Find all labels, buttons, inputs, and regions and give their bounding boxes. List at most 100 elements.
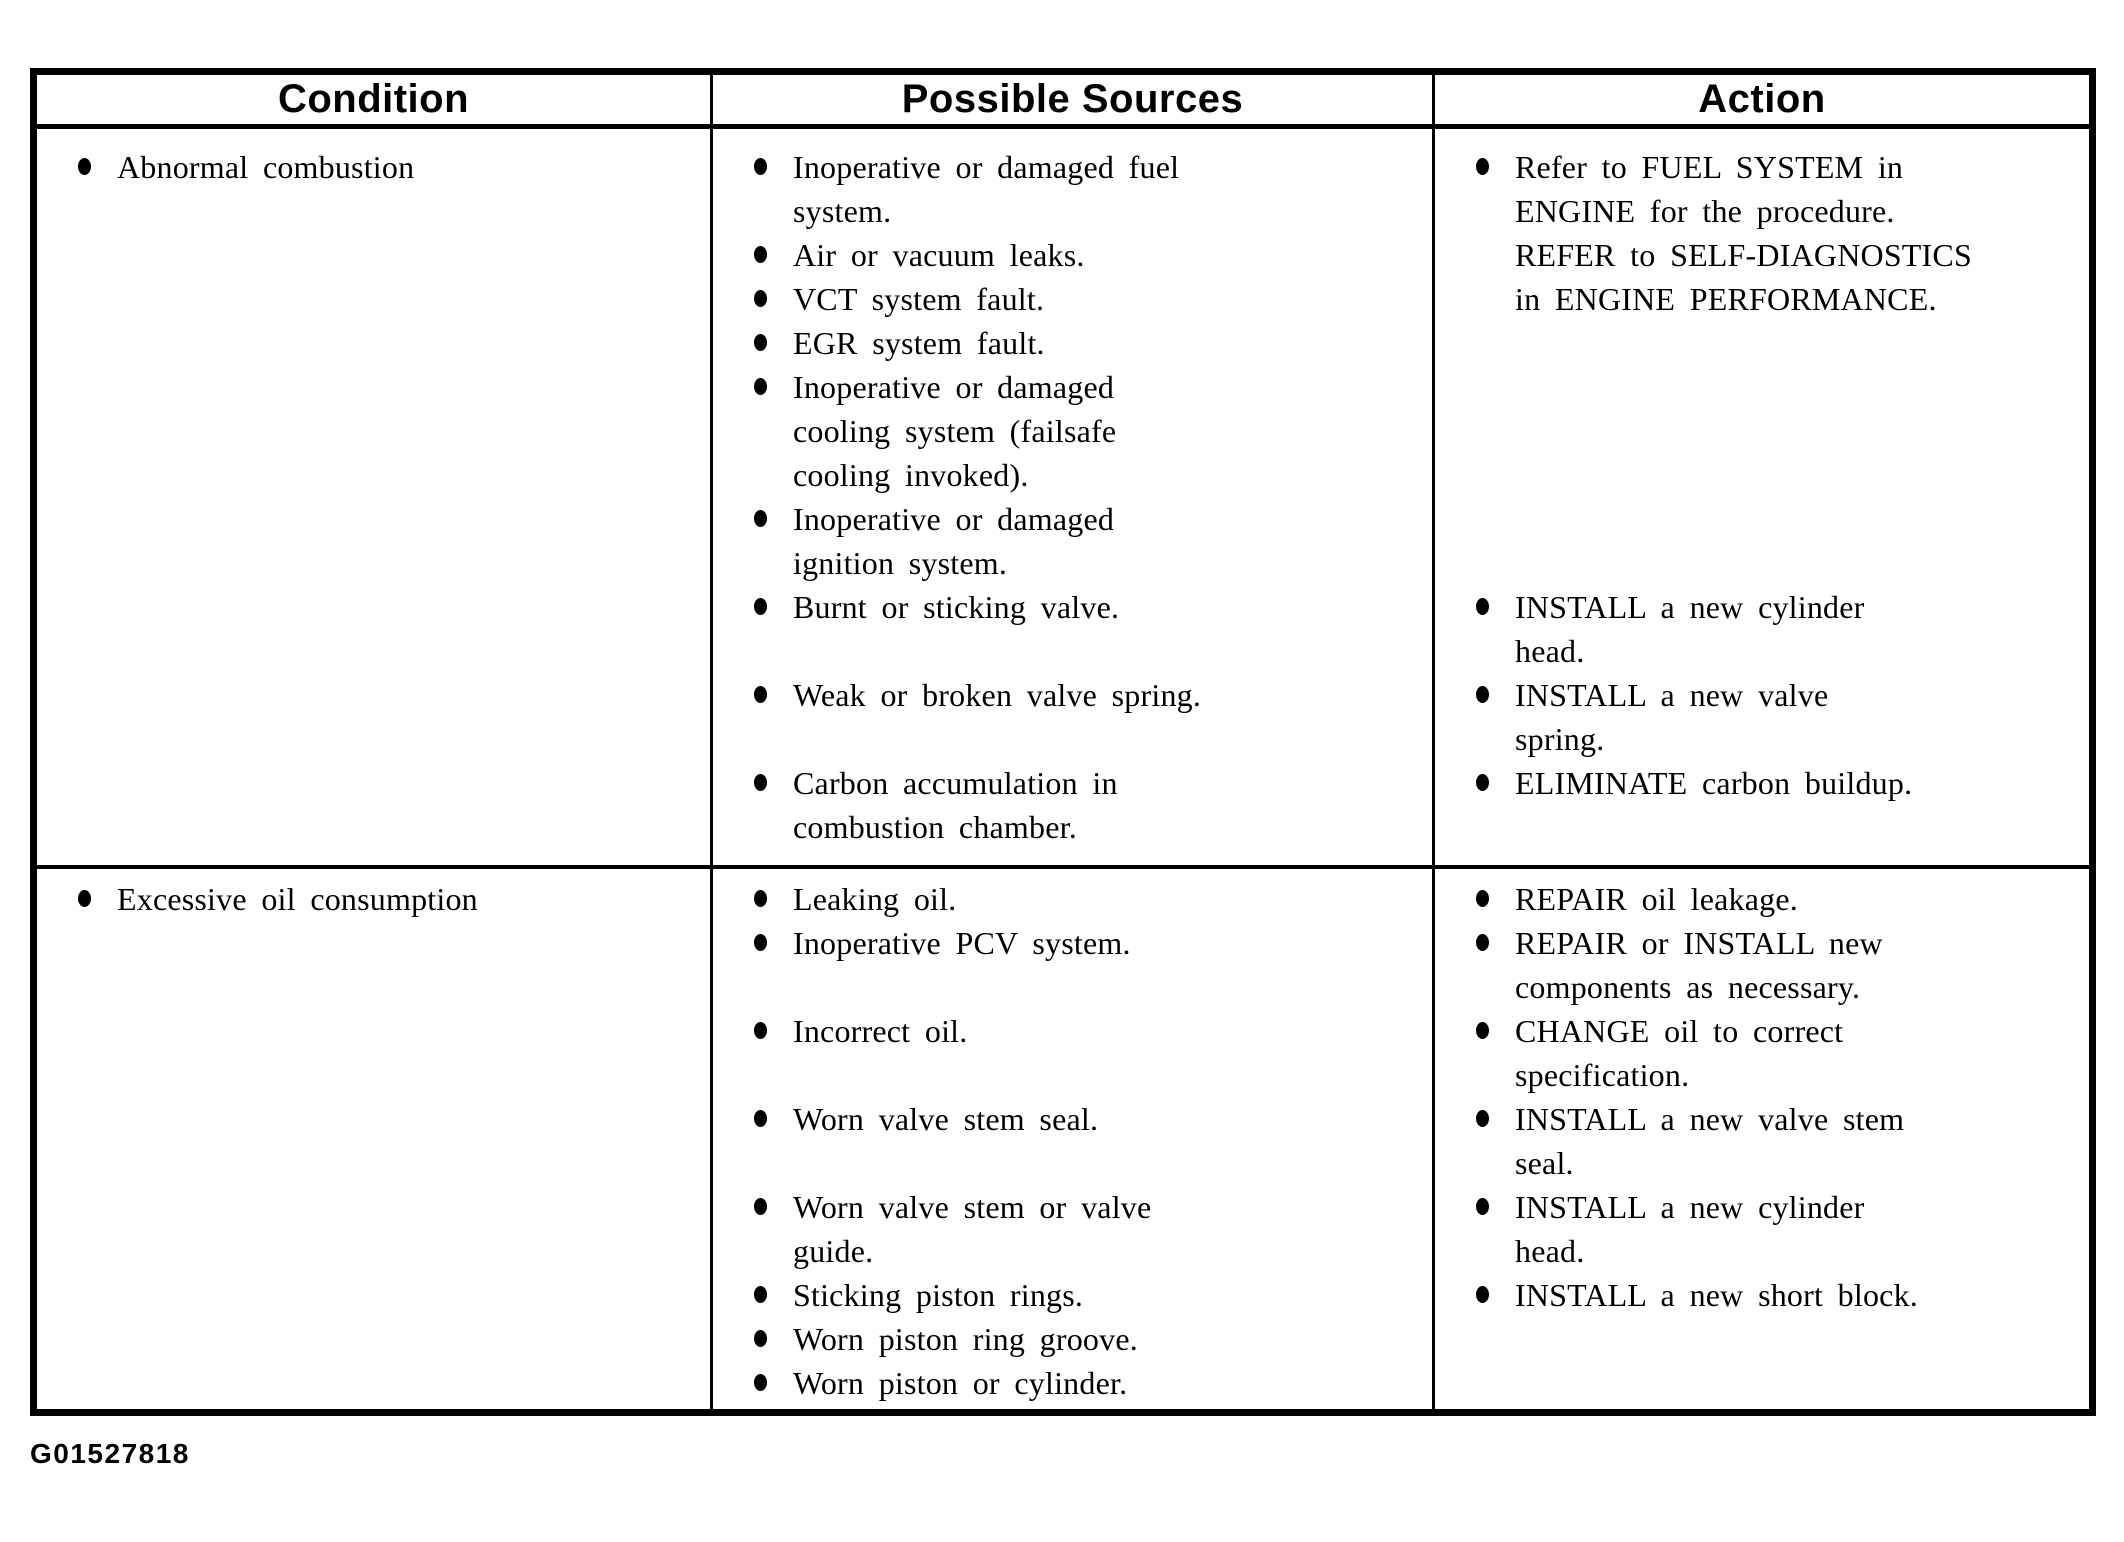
action-text: INSTALL a new cylinder head. [1515, 589, 1865, 669]
figure-code: G01527818 [30, 1438, 190, 1469]
list-item: Carbon accumulation in combustion chambe… [745, 761, 1398, 849]
bullet-icon [745, 233, 793, 263]
bullet-icon [745, 1273, 793, 1303]
bullet-icon [1467, 1273, 1515, 1303]
source-text: Carbon accumulation in combustion chambe… [793, 765, 1118, 845]
list-item: EGR system fault. [745, 321, 1398, 365]
bullet-icon [1467, 1097, 1515, 1127]
list-item: Abnormal combustion [69, 145, 676, 189]
list-item: INSTALL a new valve spring. [1467, 673, 2055, 761]
bullet-icon [745, 1097, 793, 1127]
list-item: Inoperative or damaged ignition system. [745, 497, 1398, 585]
bullet-icon [745, 1317, 793, 1347]
source-text: Incorrect oil. [793, 1013, 968, 1049]
source-text: Inoperative PCV system. [793, 925, 1131, 961]
condition-list: Abnormal combustion [69, 145, 676, 189]
bullet-icon [745, 1361, 793, 1391]
list-item: ELIMINATE carbon buildup. [1467, 761, 2055, 805]
bullet-icon [745, 761, 793, 791]
bullet-icon [69, 145, 117, 175]
bullet-icon [1467, 673, 1515, 703]
action-text: INSTALL a new cylinder head. [1515, 1189, 1865, 1269]
condition-cell: Abnormal combustion [37, 129, 710, 865]
list-item: INSTALL a new short block. [1467, 1273, 2055, 1317]
header-condition: Condition [277, 77, 470, 121]
bullet-icon [69, 877, 117, 907]
source-text: Worn piston ring groove. [793, 1321, 1138, 1357]
list-item: Worn valve stem seal. [745, 1097, 1398, 1141]
bullet-icon [745, 1009, 793, 1039]
list-item: Air or vacuum leaks. [745, 233, 1398, 277]
action-cell: Refer to FUEL SYSTEM in ENGINE for the p… [1432, 129, 2089, 865]
list-item: Refer to FUEL SYSTEM in ENGINE for the p… [1467, 145, 2055, 321]
list-item: REPAIR or INSTALL new components as nece… [1467, 921, 2055, 1009]
bullet-icon [745, 921, 793, 951]
action-text: INSTALL a new valve stem seal. [1515, 1101, 1905, 1181]
possible-sources-cell: Leaking oil. Inoperative PCV system. Inc… [710, 869, 1432, 1409]
bullet-icon [1467, 1009, 1515, 1039]
source-text: Worn valve stem or valve guide. [793, 1189, 1152, 1269]
bullet-icon [745, 321, 793, 351]
source-text: Burnt or sticking valve. [793, 589, 1120, 625]
actions-list: REPAIR oil leakage. REPAIR or INSTALL ne… [1467, 877, 2055, 1317]
list-item: Worn valve stem or valve guide. [745, 1185, 1398, 1273]
bullet-icon [1467, 1185, 1515, 1215]
list-item: Leaking oil. [745, 877, 1398, 921]
source-text: Weak or broken valve spring. [793, 677, 1202, 713]
bullet-icon [745, 877, 793, 907]
source-text: Air or vacuum leaks. [793, 237, 1085, 273]
action-text: Refer to FUEL SYSTEM in ENGINE for the p… [1515, 149, 1972, 317]
list-item: Inoperative PCV system. [745, 921, 1398, 965]
action-text: CHANGE oil to correct specification. [1515, 1013, 1844, 1093]
bullet-icon [745, 145, 793, 175]
bullet-icon [1467, 877, 1515, 907]
list-item: Incorrect oil. [745, 1009, 1398, 1053]
bullet-icon [1467, 921, 1515, 951]
list-item: Excessive oil consumption [69, 877, 676, 921]
list-item: INSTALL a new cylinder head. [1467, 585, 2055, 673]
action-cell: REPAIR oil leakage. REPAIR or INSTALL ne… [1432, 869, 2089, 1409]
header-action: Action [1432, 75, 2089, 124]
bullet-icon [745, 497, 793, 527]
bullet-icon [745, 1185, 793, 1215]
list-item: VCT system fault. [745, 277, 1398, 321]
list-item: INSTALL a new valve stem seal. [1467, 1097, 2055, 1185]
sources-list: Leaking oil. Inoperative PCV system. Inc… [745, 877, 1398, 1405]
source-text: Leaking oil. [793, 881, 957, 917]
action-text: ELIMINATE carbon buildup. [1515, 765, 1913, 801]
possible-sources-cell: Inoperative or damaged fuel system. Air … [710, 129, 1432, 865]
list-item: Worn piston ring groove. [745, 1317, 1398, 1361]
list-item: Sticking piston rings. [745, 1273, 1398, 1317]
action-text: INSTALL a new valve spring. [1515, 677, 1829, 757]
sources-list: Inoperative or damaged fuel system. Air … [745, 145, 1398, 849]
list-item: Worn piston or cylinder. [745, 1361, 1398, 1405]
table-header-row: Condition Possible Sources Action [37, 75, 2089, 129]
source-text: Inoperative or damaged cooling system (f… [793, 369, 1117, 493]
action-text: REPAIR oil leakage. [1515, 881, 1798, 917]
source-text: Worn valve stem seal. [793, 1101, 1099, 1137]
bullet-icon [1467, 145, 1515, 175]
condition-text: Excessive oil consumption [117, 881, 478, 917]
action-text: REPAIR or INSTALL new components as nece… [1515, 925, 1883, 1005]
source-text: Inoperative or damaged fuel system. [793, 149, 1180, 229]
list-item: Burnt or sticking valve. [745, 585, 1398, 629]
list-item: Inoperative or damaged cooling system (f… [745, 365, 1398, 497]
condition-text: Abnormal combustion [117, 149, 415, 185]
list-item: CHANGE oil to correct specification. [1467, 1009, 2055, 1097]
action-text: INSTALL a new short block. [1515, 1277, 1918, 1313]
list-item: INSTALL a new cylinder head. [1467, 1185, 2055, 1273]
bullet-icon [1467, 585, 1515, 615]
header-possible-sources: Possible Sources [710, 75, 1432, 124]
list-item: Inoperative or damaged fuel system. [745, 145, 1398, 233]
bullet-icon [745, 277, 793, 307]
source-text: Worn piston or cylinder. [793, 1365, 1128, 1401]
list-item: Weak or broken valve spring. [745, 673, 1398, 717]
source-text: Sticking piston rings. [793, 1277, 1084, 1313]
source-text: VCT system fault. [793, 281, 1045, 317]
bullet-icon [745, 585, 793, 615]
bullet-icon [745, 365, 793, 395]
table-row-excessive-oil-consumption: Excessive oil consumption Leaking oil. I… [37, 869, 2089, 1409]
source-text: EGR system fault. [793, 325, 1045, 361]
list-item: REPAIR oil leakage. [1467, 877, 2055, 921]
source-text: Inoperative or damaged ignition system. [793, 501, 1115, 581]
